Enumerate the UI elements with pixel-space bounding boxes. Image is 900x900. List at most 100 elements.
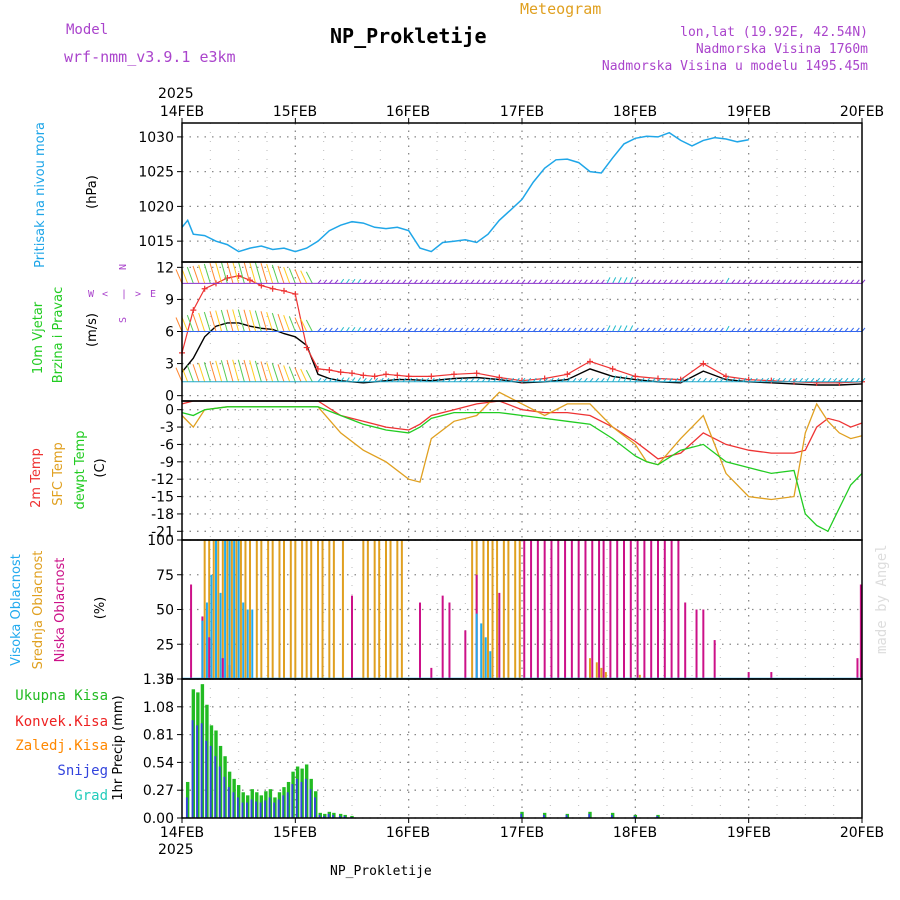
wind-barb xyxy=(215,360,223,382)
y-tick-label: 1.08 xyxy=(143,700,174,716)
wind-barb xyxy=(175,367,183,382)
pressure-unit: (hPa) xyxy=(85,175,100,209)
wind-barb xyxy=(249,360,257,382)
wind-barb xyxy=(470,327,475,332)
y-tick-label: 6 xyxy=(165,325,174,341)
wind-barb xyxy=(249,261,257,284)
wind-barb xyxy=(442,279,447,284)
wind-barb xyxy=(396,279,401,284)
precip-snow-bar xyxy=(200,723,203,818)
wind-barb xyxy=(374,327,379,332)
compass-e: E xyxy=(150,289,156,300)
y-tick-label: -3 xyxy=(160,420,174,436)
y-tick-label: 1.35 xyxy=(143,672,174,688)
wind-barb xyxy=(498,327,503,332)
wind-barb xyxy=(476,279,481,284)
wind-barb xyxy=(589,327,594,332)
wind-gust-marker xyxy=(451,371,457,378)
wind-barb xyxy=(413,279,418,284)
precip-snow-bar xyxy=(273,802,276,818)
wind-barb xyxy=(357,278,362,284)
wind-barb xyxy=(226,261,234,284)
wind-barb xyxy=(391,377,396,383)
wind-barb xyxy=(385,377,390,383)
wind-barb xyxy=(487,279,492,284)
wind-barb xyxy=(379,377,384,383)
wind-barb xyxy=(561,279,566,284)
station-title: NP_Prokletije xyxy=(330,24,487,48)
cloud-axis-labels: Visoka Oblacnost Srednja Oblacnost Niska… xyxy=(9,551,108,670)
wind-barb xyxy=(425,279,430,284)
wind-barb xyxy=(612,277,617,284)
precip-snow-bar xyxy=(300,781,303,818)
wind-barb xyxy=(317,377,322,383)
wind-barb xyxy=(345,278,350,284)
compass-n: N xyxy=(118,264,129,270)
wind-barb xyxy=(827,377,832,383)
wind-barb xyxy=(430,279,435,284)
wind-barb xyxy=(646,279,651,284)
precip-snow-bar xyxy=(277,799,280,818)
wind-barb xyxy=(175,317,183,332)
precip-snow-bar xyxy=(268,797,271,818)
wind-barb xyxy=(646,327,651,332)
precip-snow-bar xyxy=(227,787,230,818)
precip-snow-bar xyxy=(520,813,523,818)
wind-gust-marker xyxy=(655,375,661,382)
wind-barb xyxy=(566,327,571,332)
precip-snow-bar xyxy=(191,720,194,818)
model-altitude: Nadmorska Visina u modelu 1495.45m xyxy=(602,59,868,74)
wind-barb xyxy=(600,327,605,332)
precip-snow-bar xyxy=(309,789,312,818)
wind-barb xyxy=(175,269,183,284)
wind-barb xyxy=(702,327,707,332)
wind-barb xyxy=(629,375,634,382)
wind-gust-marker xyxy=(587,358,593,365)
wind-barb xyxy=(334,279,339,284)
wind-barb xyxy=(271,363,279,382)
y-tick-label: 0.54 xyxy=(143,755,174,771)
wind-barb xyxy=(442,377,447,383)
wind-barb xyxy=(260,263,268,284)
y-tick-label: 75 xyxy=(156,568,174,584)
wind-barb xyxy=(804,377,809,383)
precip-snow-bar xyxy=(286,792,289,818)
wind-barb xyxy=(357,327,362,332)
wind-barb xyxy=(719,327,724,332)
frame-layer xyxy=(181,118,863,823)
y-tick-label: -18 xyxy=(151,507,174,523)
precip-snow-bar xyxy=(343,815,346,818)
precip-snow-bar xyxy=(633,815,636,818)
wind-barb xyxy=(612,375,617,382)
wind-barb xyxy=(708,327,713,332)
wind-barb xyxy=(447,327,452,332)
wind-barb xyxy=(583,327,588,332)
pressure-line xyxy=(181,131,749,253)
legend-conv: Konvek.Kisa xyxy=(15,714,108,730)
precip-total-bar xyxy=(350,815,354,818)
wind-barb xyxy=(186,266,194,284)
y-tick-label: 0.00 xyxy=(143,811,174,827)
wind-gust-marker xyxy=(337,369,344,376)
precip-snow-bar xyxy=(232,792,235,818)
precip-snow-bar xyxy=(610,814,613,818)
wind-barb xyxy=(640,377,645,383)
precip-snow-bar xyxy=(185,797,188,818)
wind-barb xyxy=(379,327,384,332)
wind-barb xyxy=(810,279,815,284)
wind-barb xyxy=(362,377,367,383)
wind-barb xyxy=(782,377,787,383)
wind-barb xyxy=(254,360,262,382)
sfc-temp-line xyxy=(181,391,863,501)
wind-gust-marker xyxy=(496,374,503,381)
wind-barb xyxy=(657,279,662,284)
wind-barb xyxy=(799,377,804,383)
wind-gust-marker xyxy=(315,365,321,372)
precip-snow-bar xyxy=(214,756,217,818)
wind-barb xyxy=(203,263,211,284)
wind-barb xyxy=(498,279,503,284)
precip-snow-bar xyxy=(318,814,321,818)
precip-snow-bar xyxy=(332,814,335,818)
wind-barb xyxy=(220,261,228,284)
